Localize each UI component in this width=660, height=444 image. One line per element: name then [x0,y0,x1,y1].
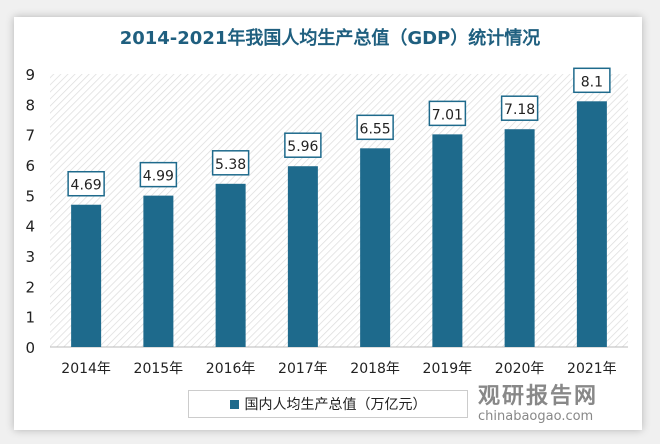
y-tick-label: 3 [25,248,35,266]
data-label: 5.38 [215,157,246,173]
data-label: 8.1 [581,74,603,90]
bar [71,204,102,347]
data-label-box [500,95,539,121]
data-label: 6.55 [360,121,391,137]
y-tick-label: 2 [25,278,35,296]
legend: 国内人均生产总值（万亿元） [188,390,468,418]
data-label-box [573,67,611,94]
data-label: 5.96 [287,139,318,155]
x-tick-label: 2016年 [206,361,256,377]
y-tick-label: 1 [25,309,35,327]
y-tick-label: 8 [25,96,35,114]
data-label-box [356,114,394,141]
data-label-box [67,170,105,197]
data-label: 7.18 [504,102,535,118]
data-label: 4.69 [71,178,102,194]
y-tick-label: 4 [25,218,35,236]
data-label-box [284,132,322,158]
bar [215,183,246,347]
x-tick-label: 2018年 [350,361,400,377]
watermark-logo: 观研报告网 chinabaogao.com [478,385,598,425]
legend-label: 国内人均生产总值（万亿元） [244,397,427,413]
data-label: 7.01 [432,107,463,123]
watermark-en: chinabaogao.com [478,409,594,424]
x-tick-label: 2019年 [423,361,473,377]
legend-swatch [229,399,239,409]
x-tick-label: 2017年 [278,361,328,377]
x-tick-label: 2020年 [495,361,545,377]
x-tick-label: 2021年 [567,361,617,377]
data-label-box [139,161,178,188]
bar [432,134,463,347]
bar [360,148,391,347]
y-tick-label: 7 [25,127,35,145]
bar [143,195,174,347]
bar [576,101,607,347]
y-tick-label: 9 [25,66,35,84]
x-tick-label: 2014年 [61,361,111,377]
data-label: 4.99 [143,169,174,185]
y-tick-label: 5 [25,187,35,205]
bar [504,129,535,347]
data-label-box [211,150,250,176]
y-tick-label: 6 [25,157,35,175]
watermark-cn: 观研报告网 [478,384,599,409]
y-tick-label: 0 [25,339,35,357]
data-label-box [428,100,467,127]
bar [287,166,318,347]
x-tick-label: 2015年 [134,361,184,377]
chart-title: 2014-2021年我国人均生产总值（GDP）统计情况 [119,28,541,49]
plot-area [50,74,628,347]
